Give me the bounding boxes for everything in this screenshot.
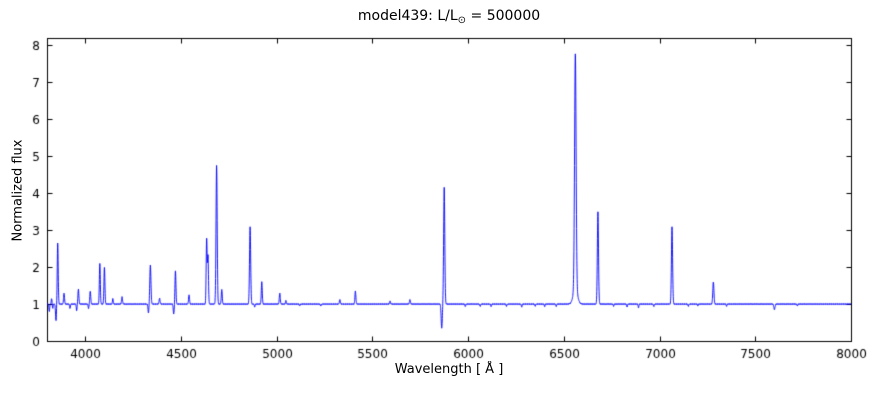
- chart-title-prefix: model439: L/L: [357, 8, 458, 24]
- y-axis-label: Normalized flux: [10, 139, 26, 242]
- x-axis-label: Wavelength [ Å ]: [394, 362, 504, 377]
- chart-title-suffix: = 500000: [466, 8, 541, 24]
- sun-symbol-subscript: ⊙: [457, 15, 467, 26]
- chart-title: model439: L/L⊙ = 500000: [47, 8, 851, 26]
